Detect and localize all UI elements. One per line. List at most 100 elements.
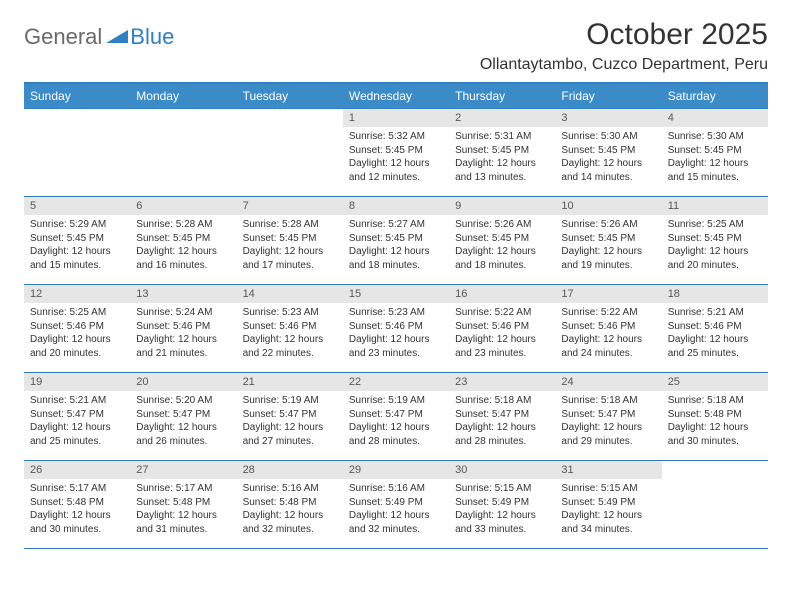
calendar-week-row: ......1Sunrise: 5:32 AMSunset: 5:45 PMDa… — [24, 109, 768, 197]
day-number: 4 — [662, 109, 768, 127]
day-content: Sunrise: 5:27 AMSunset: 5:45 PMDaylight:… — [343, 215, 449, 276]
day-number: 1 — [343, 109, 449, 127]
day-content: Sunrise: 5:22 AMSunset: 5:46 PMDaylight:… — [555, 303, 661, 364]
calendar-cell: 3Sunrise: 5:30 AMSunset: 5:45 PMDaylight… — [555, 109, 661, 197]
calendar-cell: 25Sunrise: 5:18 AMSunset: 5:48 PMDayligh… — [662, 373, 768, 461]
calendar-cell: .. — [130, 109, 236, 197]
weekday-header: Thursday — [449, 84, 555, 109]
day-number: 14 — [237, 285, 343, 303]
calendar-cell: 14Sunrise: 5:23 AMSunset: 5:46 PMDayligh… — [237, 285, 343, 373]
day-content: Sunrise: 5:24 AMSunset: 5:46 PMDaylight:… — [130, 303, 236, 364]
day-number: 17 — [555, 285, 661, 303]
day-content: Sunrise: 5:18 AMSunset: 5:47 PMDaylight:… — [555, 391, 661, 452]
calendar-cell: 17Sunrise: 5:22 AMSunset: 5:46 PMDayligh… — [555, 285, 661, 373]
calendar-cell: 4Sunrise: 5:30 AMSunset: 5:45 PMDaylight… — [662, 109, 768, 197]
logo-triangle-icon — [106, 27, 128, 48]
day-content: Sunrise: 5:29 AMSunset: 5:45 PMDaylight:… — [24, 215, 130, 276]
calendar-cell: 18Sunrise: 5:21 AMSunset: 5:46 PMDayligh… — [662, 285, 768, 373]
calendar-week-row: 5Sunrise: 5:29 AMSunset: 5:45 PMDaylight… — [24, 197, 768, 285]
day-content: Sunrise: 5:32 AMSunset: 5:45 PMDaylight:… — [343, 127, 449, 188]
weekday-header: Tuesday — [237, 84, 343, 109]
calendar-cell: 11Sunrise: 5:25 AMSunset: 5:45 PMDayligh… — [662, 197, 768, 285]
day-number: 21 — [237, 373, 343, 391]
day-content: Sunrise: 5:31 AMSunset: 5:45 PMDaylight:… — [449, 127, 555, 188]
day-content: Sunrise: 5:17 AMSunset: 5:48 PMDaylight:… — [24, 479, 130, 540]
day-number: 23 — [449, 373, 555, 391]
calendar-cell: 13Sunrise: 5:24 AMSunset: 5:46 PMDayligh… — [130, 285, 236, 373]
calendar-cell: .. — [24, 109, 130, 197]
day-content: Sunrise: 5:28 AMSunset: 5:45 PMDaylight:… — [130, 215, 236, 276]
day-number: 28 — [237, 461, 343, 479]
day-content: Sunrise: 5:23 AMSunset: 5:46 PMDaylight:… — [237, 303, 343, 364]
day-content: Sunrise: 5:16 AMSunset: 5:48 PMDaylight:… — [237, 479, 343, 540]
day-content: Sunrise: 5:16 AMSunset: 5:49 PMDaylight:… — [343, 479, 449, 540]
calendar-cell: 31Sunrise: 5:15 AMSunset: 5:49 PMDayligh… — [555, 461, 661, 549]
day-number: 30 — [449, 461, 555, 479]
calendar-cell: 12Sunrise: 5:25 AMSunset: 5:46 PMDayligh… — [24, 285, 130, 373]
logo-word-general: General — [24, 24, 102, 50]
day-number: 8 — [343, 197, 449, 215]
title-block: October 2025 Ollantaytambo, Cuzco Depart… — [480, 18, 768, 74]
day-number: 27 — [130, 461, 236, 479]
day-content: Sunrise: 5:18 AMSunset: 5:47 PMDaylight:… — [449, 391, 555, 452]
calendar-cell: 23Sunrise: 5:18 AMSunset: 5:47 PMDayligh… — [449, 373, 555, 461]
day-number: 15 — [343, 285, 449, 303]
weekday-header: Saturday — [662, 84, 768, 109]
calendar-cell: 16Sunrise: 5:22 AMSunset: 5:46 PMDayligh… — [449, 285, 555, 373]
day-content: Sunrise: 5:19 AMSunset: 5:47 PMDaylight:… — [343, 391, 449, 452]
logo: General Blue — [24, 18, 174, 50]
calendar-cell: 22Sunrise: 5:19 AMSunset: 5:47 PMDayligh… — [343, 373, 449, 461]
day-number: 7 — [237, 197, 343, 215]
day-number: 12 — [24, 285, 130, 303]
day-number: 22 — [343, 373, 449, 391]
day-content: Sunrise: 5:25 AMSunset: 5:45 PMDaylight:… — [662, 215, 768, 276]
calendar-cell: 10Sunrise: 5:26 AMSunset: 5:45 PMDayligh… — [555, 197, 661, 285]
calendar-cell: 9Sunrise: 5:26 AMSunset: 5:45 PMDaylight… — [449, 197, 555, 285]
calendar-cell: 1Sunrise: 5:32 AMSunset: 5:45 PMDaylight… — [343, 109, 449, 197]
page-title: October 2025 — [480, 18, 768, 52]
calendar-cell: 5Sunrise: 5:29 AMSunset: 5:45 PMDaylight… — [24, 197, 130, 285]
day-number: 10 — [555, 197, 661, 215]
calendar-cell: 2Sunrise: 5:31 AMSunset: 5:45 PMDaylight… — [449, 109, 555, 197]
calendar-cell: 7Sunrise: 5:28 AMSunset: 5:45 PMDaylight… — [237, 197, 343, 285]
day-content: Sunrise: 5:15 AMSunset: 5:49 PMDaylight:… — [449, 479, 555, 540]
day-content: Sunrise: 5:19 AMSunset: 5:47 PMDaylight:… — [237, 391, 343, 452]
calendar-cell: 26Sunrise: 5:17 AMSunset: 5:48 PMDayligh… — [24, 461, 130, 549]
location-subtitle: Ollantaytambo, Cuzco Department, Peru — [480, 56, 768, 74]
calendar-week-row: 26Sunrise: 5:17 AMSunset: 5:48 PMDayligh… — [24, 461, 768, 549]
day-content: Sunrise: 5:21 AMSunset: 5:47 PMDaylight:… — [24, 391, 130, 452]
weekday-header: Wednesday — [343, 84, 449, 109]
day-content: Sunrise: 5:28 AMSunset: 5:45 PMDaylight:… — [237, 215, 343, 276]
day-number: 24 — [555, 373, 661, 391]
calendar-cell: 29Sunrise: 5:16 AMSunset: 5:49 PMDayligh… — [343, 461, 449, 549]
calendar-cell: 6Sunrise: 5:28 AMSunset: 5:45 PMDaylight… — [130, 197, 236, 285]
day-number: 20 — [130, 373, 236, 391]
day-number: 29 — [343, 461, 449, 479]
day-number: 11 — [662, 197, 768, 215]
day-number: 13 — [130, 285, 236, 303]
day-content: Sunrise: 5:25 AMSunset: 5:46 PMDaylight:… — [24, 303, 130, 364]
day-content: Sunrise: 5:23 AMSunset: 5:46 PMDaylight:… — [343, 303, 449, 364]
day-content: Sunrise: 5:30 AMSunset: 5:45 PMDaylight:… — [662, 127, 768, 188]
day-number: 18 — [662, 285, 768, 303]
calendar-table: SundayMondayTuesdayWednesdayThursdayFrid… — [24, 84, 768, 549]
day-number: 19 — [24, 373, 130, 391]
day-content: Sunrise: 5:15 AMSunset: 5:49 PMDaylight:… — [555, 479, 661, 540]
calendar-cell: 19Sunrise: 5:21 AMSunset: 5:47 PMDayligh… — [24, 373, 130, 461]
day-number: 5 — [24, 197, 130, 215]
day-number: 2 — [449, 109, 555, 127]
day-content: Sunrise: 5:30 AMSunset: 5:45 PMDaylight:… — [555, 127, 661, 188]
day-number: 25 — [662, 373, 768, 391]
calendar-cell: 15Sunrise: 5:23 AMSunset: 5:46 PMDayligh… — [343, 285, 449, 373]
calendar-cell: .. — [237, 109, 343, 197]
weekday-header: Friday — [555, 84, 661, 109]
calendar-cell: 28Sunrise: 5:16 AMSunset: 5:48 PMDayligh… — [237, 461, 343, 549]
weekday-header: Sunday — [24, 84, 130, 109]
day-content: Sunrise: 5:18 AMSunset: 5:48 PMDaylight:… — [662, 391, 768, 452]
day-content: Sunrise: 5:21 AMSunset: 5:46 PMDaylight:… — [662, 303, 768, 364]
calendar-header-row: SundayMondayTuesdayWednesdayThursdayFrid… — [24, 84, 768, 109]
calendar-body: ......1Sunrise: 5:32 AMSunset: 5:45 PMDa… — [24, 109, 768, 549]
weekday-header: Monday — [130, 84, 236, 109]
day-content: Sunrise: 5:22 AMSunset: 5:46 PMDaylight:… — [449, 303, 555, 364]
day-number: 9 — [449, 197, 555, 215]
